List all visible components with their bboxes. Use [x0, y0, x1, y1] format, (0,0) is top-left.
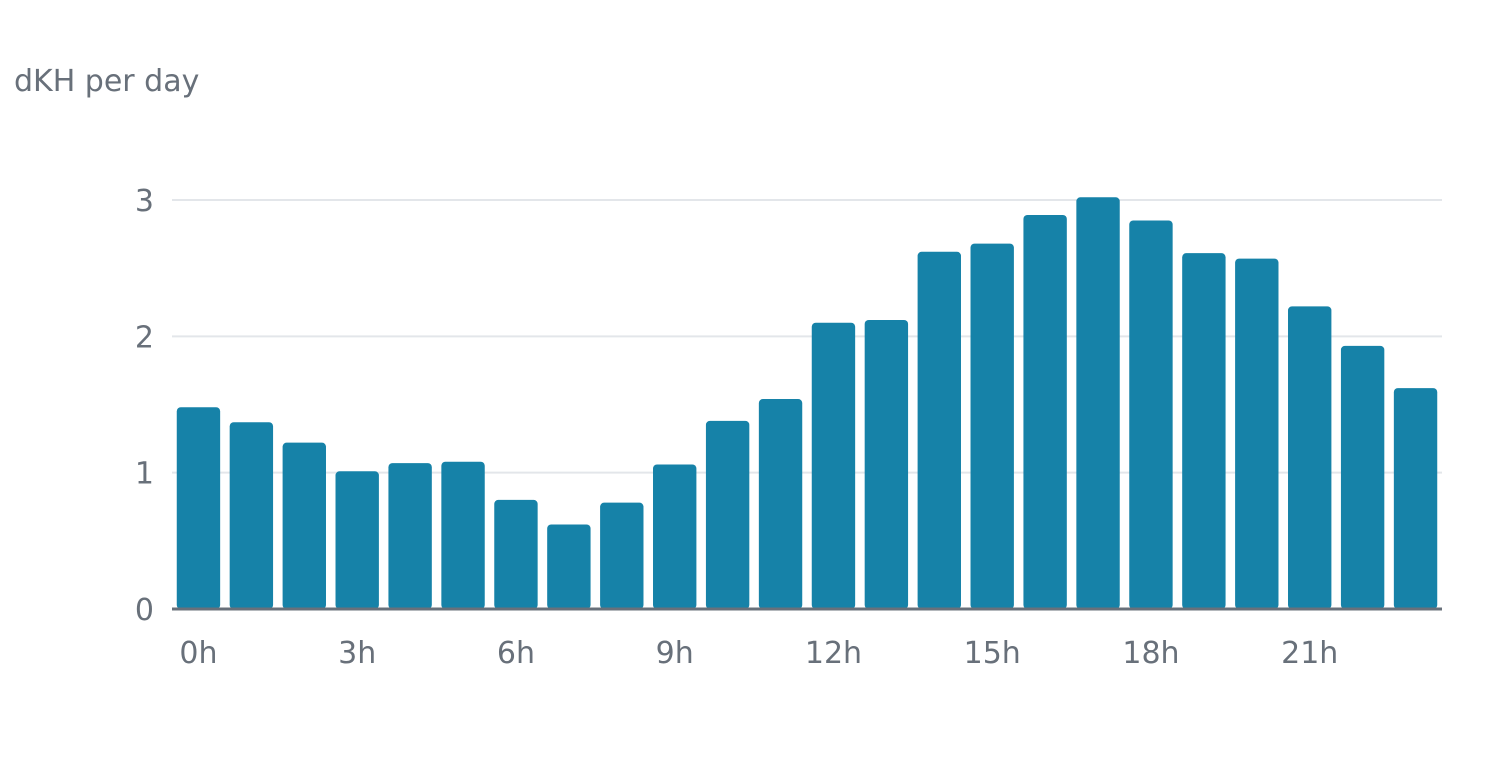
gridlines — [172, 199, 1442, 474]
bar-19h[interactable] — [1182, 253, 1226, 610]
bar-6h[interactable] — [494, 499, 538, 609]
bar-0h[interactable] — [176, 407, 221, 609]
bar-7h[interactable] — [547, 524, 591, 609]
bars — [176, 197, 1438, 610]
bar-1h[interactable] — [229, 422, 274, 609]
x-tick-label: 15h — [964, 636, 1021, 671]
x-tick-label: 18h — [1122, 636, 1179, 671]
bar-5h[interactable] — [441, 461, 485, 609]
x-tick-label: 0h — [179, 636, 217, 671]
bar-15h[interactable] — [970, 243, 1014, 609]
y-tick-label: 1 — [135, 457, 154, 492]
y-tick-label: 2 — [135, 320, 154, 355]
bar-2h[interactable] — [282, 442, 326, 609]
bar-3h[interactable] — [335, 471, 379, 609]
bar-17h[interactable] — [1076, 197, 1120, 609]
x-tick-label: 9h — [656, 636, 694, 671]
bar-21h[interactable] — [1288, 306, 1332, 609]
bar-22h[interactable] — [1340, 345, 1385, 609]
bar-11h[interactable] — [758, 399, 803, 609]
y-axis-title: dKH per day — [14, 64, 199, 99]
y-axis-ticks: 0 1 2 3 — [135, 184, 154, 628]
bar-4h[interactable] — [388, 463, 432, 609]
bar-13h[interactable] — [864, 319, 909, 609]
bar-9h[interactable] — [653, 464, 697, 609]
x-axis-ticks: 0h 3h 6h 9h 12h 15h 18h 21h — [179, 636, 1338, 671]
bar-20h[interactable] — [1235, 258, 1279, 609]
bar-16h[interactable] — [1023, 215, 1067, 609]
bar-23h[interactable] — [1393, 388, 1438, 609]
bar-12h[interactable] — [811, 322, 856, 609]
bar-8h[interactable] — [600, 502, 644, 609]
bar-10h[interactable] — [705, 420, 750, 609]
y-tick-label: 3 — [135, 184, 154, 219]
x-tick-label: 21h — [1281, 636, 1338, 671]
bar-14h[interactable] — [917, 251, 961, 609]
bar-18h[interactable] — [1129, 220, 1173, 609]
y-tick-label: 0 — [135, 593, 154, 628]
x-tick-label: 3h — [338, 636, 376, 671]
x-tick-label: 12h — [805, 636, 862, 671]
x-tick-label: 6h — [497, 636, 535, 671]
